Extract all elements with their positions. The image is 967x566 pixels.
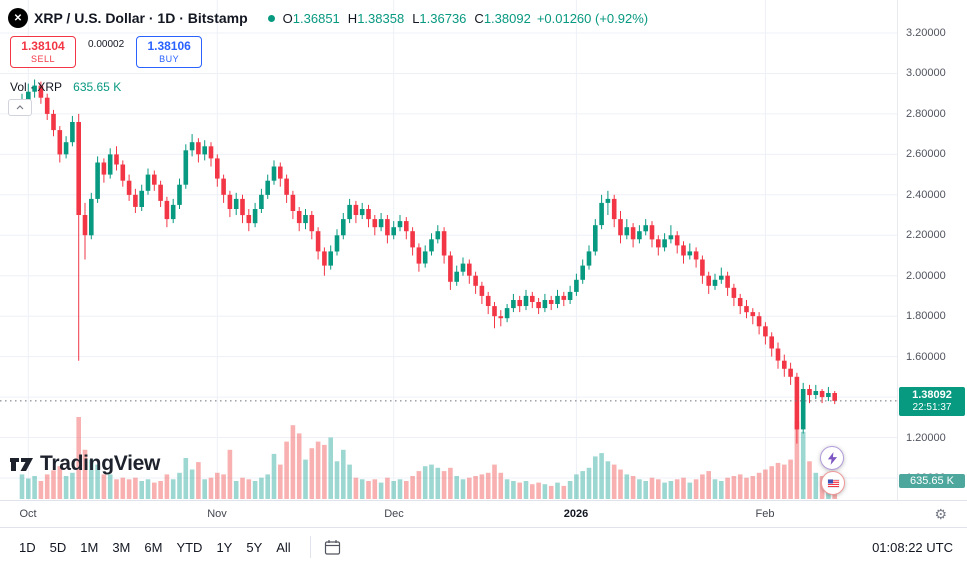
buy-price: 1.38106: [147, 38, 191, 53]
range-button-all[interactable]: All: [271, 536, 295, 559]
price-scale-label: 1.80000: [906, 310, 946, 322]
volume-indicator-legend[interactable]: Vol · XRP 635.65 K: [10, 80, 121, 94]
utc-clock: 01:08:22 UTC: [872, 539, 953, 555]
volume-indicator-value: 635.65 K: [73, 80, 122, 94]
range-button-ytd[interactable]: YTD: [171, 536, 207, 559]
close-label: C: [474, 10, 484, 26]
buy-label: BUY: [159, 53, 180, 64]
price-scale-label: 1.20000: [906, 432, 946, 444]
chevron-up-icon: [16, 105, 24, 110]
bar-countdown: 22:51:37: [912, 402, 952, 413]
economic-calendar-button[interactable]: [821, 471, 845, 495]
time-axis-label: Dec: [384, 508, 404, 520]
low-label: L: [412, 10, 420, 26]
tradingview-logo-icon: [10, 457, 33, 471]
price-scale-label: 2.40000: [906, 189, 946, 201]
trade-widget: 1.38104 SELL 0.00002 1.38106 BUY: [10, 36, 203, 68]
range-button-1m[interactable]: 1M: [75, 536, 103, 559]
xrp-logo-icon: ✕: [8, 8, 28, 28]
gear-icon[interactable]: ⚙: [934, 506, 947, 522]
range-button-1d[interactable]: 1D: [14, 536, 41, 559]
market-status-dot-icon: [267, 14, 275, 22]
time-axis[interactable]: ⚙ Oct Nov Dec 2026 Feb: [0, 500, 967, 528]
buy-button[interactable]: 1.38106 BUY: [136, 36, 203, 68]
grid-lines: [0, 0, 897, 500]
last-price-label: 1.38092 22:51:37: [899, 387, 965, 416]
open-label: O: [282, 10, 293, 26]
price-scale-label: 1.60000: [906, 351, 946, 363]
price-scale-label: 2.00000: [906, 270, 946, 282]
quick-actions-button[interactable]: [820, 446, 844, 470]
ohlc-values: O1.36851 H1.38358 L1.36736 C1.38092: [283, 11, 531, 26]
go-to-date-button[interactable]: [321, 536, 344, 559]
price-scale-label: 2.80000: [906, 108, 946, 120]
time-axis-label: Oct: [19, 508, 37, 520]
sell-price: 1.38104: [21, 38, 65, 53]
watermark-text: TradingView: [40, 452, 161, 475]
volume-indicator-name: Vol · XRP: [10, 80, 62, 94]
range-button-6m[interactable]: 6M: [139, 536, 167, 559]
sell-label: SELL: [30, 53, 56, 64]
bottom-toolbar: 1D 5D 1M 3M 6M YTD 1Y 5Y All 01:08:22 UT…: [0, 527, 967, 566]
collapse-pane-button[interactable]: [8, 99, 32, 116]
range-button-3m[interactable]: 3M: [107, 536, 135, 559]
tradingview-watermark[interactable]: TradingView: [8, 452, 160, 476]
calendar-icon: [324, 539, 340, 555]
us-flag-icon: [827, 478, 839, 488]
time-axis-label: Feb: [755, 508, 775, 520]
open-value: 1.36851: [292, 10, 340, 26]
symbol-title[interactable]: XRP / U.S. Dollar · 1D · Bitstamp: [34, 10, 248, 26]
time-axis-label: Nov: [207, 508, 227, 520]
close-value: 1.38092: [483, 10, 531, 26]
price-change: +0.01260 (+0.92%): [536, 10, 649, 26]
price-scale-label: 3.20000: [906, 27, 946, 39]
high-value: 1.38358: [357, 10, 405, 26]
price-scale-label: 2.20000: [906, 229, 946, 241]
time-axis-label: 2026: [563, 508, 589, 520]
volume-axis-label: 635.65 K: [899, 474, 965, 488]
lightning-icon: [827, 451, 837, 465]
high-label: H: [347, 10, 358, 26]
range-button-5y[interactable]: 5Y: [241, 536, 267, 559]
toolbar-divider: [309, 536, 311, 558]
sell-button[interactable]: 1.38104 SELL: [10, 36, 76, 68]
chart-header: ✕ XRP / U.S. Dollar · 1D · Bitstamp O1.3…: [8, 8, 648, 28]
candlestick-chart[interactable]: [0, 0, 897, 500]
spread-value: 0.00002: [88, 39, 125, 50]
range-button-5d[interactable]: 5D: [45, 536, 72, 559]
candles: [19, 79, 837, 444]
low-value: 1.36736: [419, 10, 467, 26]
range-button-1y[interactable]: 1Y: [211, 536, 237, 559]
price-scale-label: 3.00000: [906, 67, 946, 79]
price-scale-label: 2.60000: [906, 148, 946, 160]
last-price-value: 1.38092: [912, 389, 952, 401]
price-axis[interactable]: 3.20000 3.00000 2.80000 2.60000 2.40000 2.200…: [897, 0, 967, 500]
